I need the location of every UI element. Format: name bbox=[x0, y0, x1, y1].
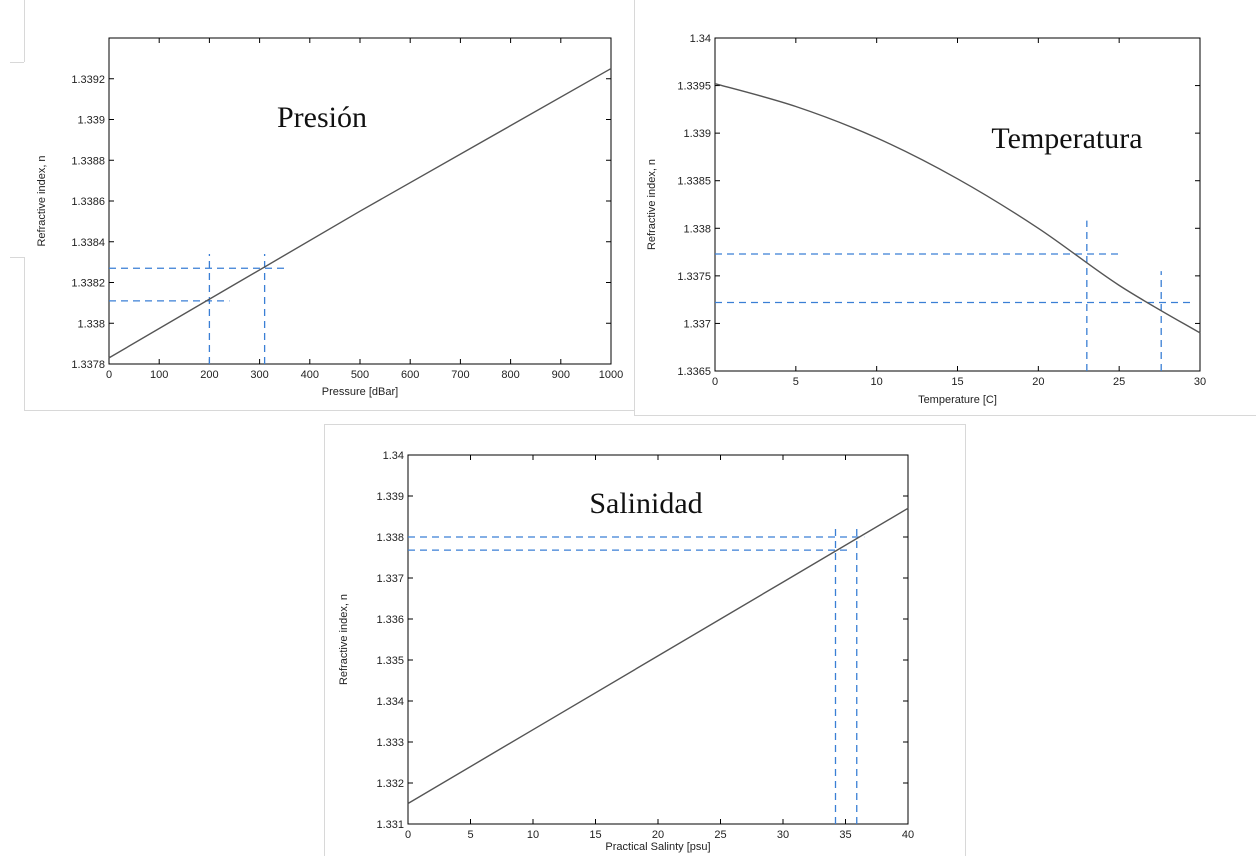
chart2-xtick-label: 40 bbox=[902, 829, 914, 841]
chart2-ytick-label: 1.332 bbox=[376, 778, 404, 790]
chart1-series-line bbox=[714, 82, 1201, 334]
chart0-xtick-label: 0 bbox=[106, 369, 112, 381]
chart1-ytick-label: 1.34 bbox=[690, 33, 711, 45]
chart2-ytick-label: 1.338 bbox=[376, 532, 404, 544]
chart2-xtick-label: 5 bbox=[467, 829, 473, 841]
chart0-ytick-label: 1.3386 bbox=[71, 196, 105, 208]
frame-fragment bbox=[24, 257, 25, 411]
chart0-xtick-label: 800 bbox=[501, 369, 519, 381]
frame-fragment bbox=[324, 424, 966, 425]
chart1-annotation: Temperatura bbox=[991, 122, 1142, 155]
chart1-ytick-label: 1.3375 bbox=[677, 271, 711, 283]
chart2-ytick-label: 1.331 bbox=[376, 819, 404, 831]
chart2-xtick-label: 25 bbox=[714, 829, 726, 841]
chart2-xlabel: Practical Salinty [psu] bbox=[605, 841, 710, 853]
chart1-ytick-label: 1.339 bbox=[683, 128, 711, 140]
chart0-ytick-label: 1.3384 bbox=[71, 237, 105, 249]
chart0-xtick-label: 400 bbox=[301, 369, 319, 381]
chart0-xlabel: Pressure [dBar] bbox=[322, 386, 398, 398]
chart1-ytick-label: 1.3385 bbox=[677, 176, 711, 188]
temperature-chart-panel: 0 5 10 15 20 25 30 1.3365 1.337 1.3375 1.338 1.3385… bbox=[635, 0, 1256, 415]
chart0-xtick-label: 500 bbox=[351, 369, 369, 381]
chart0-ylabel: Refractive index, n bbox=[36, 155, 48, 246]
chart0-series-line bbox=[108, 67, 612, 359]
chart0-xtick-label: 600 bbox=[401, 369, 419, 381]
chart2-ytick-label: 1.335 bbox=[376, 655, 404, 667]
pressure-chart: 0 100 200 300 400 500 600 700 800 900 1000 1.3378 1.… bbox=[36, 37, 623, 398]
chart2-ytick-label: 1.336 bbox=[376, 614, 404, 626]
frame-fragment bbox=[10, 257, 24, 258]
chart1-ytick-label: 1.337 bbox=[683, 318, 711, 330]
chart2-xtick-label: 15 bbox=[589, 829, 601, 841]
chart0-ytick-label: 1.338 bbox=[77, 318, 105, 330]
chart1-ytick-label: 1.3365 bbox=[677, 366, 711, 378]
salinity-chart-panel: 0 5 10 15 20 25 30 35 40 1.331 1.332 1.333 1.334 1.33… bbox=[325, 425, 965, 856]
chart0-annotation: Presión bbox=[277, 101, 367, 134]
chart0-ytick-label: 1.3378 bbox=[71, 359, 105, 371]
frame-fragment bbox=[24, 0, 25, 62]
chart1-xlabel: Temperature [C] bbox=[918, 394, 997, 406]
temperature-chart: 0 5 10 15 20 25 30 1.3365 1.337 1.3375 1.338 1.3385… bbox=[646, 33, 1206, 406]
chart2-ylabel: Refractive index, n bbox=[338, 594, 350, 685]
chart0-ytick-label: 1.3392 bbox=[71, 74, 105, 86]
chart2-ytick-label: 1.34 bbox=[383, 450, 404, 462]
frame-fragment bbox=[634, 0, 635, 416]
chart2-annotation: Salinidad bbox=[589, 487, 702, 520]
chart2-xtick-label: 30 bbox=[777, 829, 789, 841]
chart1-ytick-label: 1.338 bbox=[683, 223, 711, 235]
frame-fragment bbox=[324, 424, 325, 856]
chart1-xtick-label: 25 bbox=[1113, 376, 1125, 388]
chart2-xtick-label: 35 bbox=[839, 829, 851, 841]
chart2-xtick-label: 10 bbox=[527, 829, 539, 841]
chart0-xtick-label: 900 bbox=[552, 369, 570, 381]
chart2-plot-area bbox=[407, 454, 909, 825]
chart1-xtick-label: 15 bbox=[951, 376, 963, 388]
chart0-ytick-label: 1.339 bbox=[77, 115, 105, 127]
chart2-ytick-label: 1.334 bbox=[376, 696, 404, 708]
pressure-chart-panel: 0 100 200 300 400 500 600 700 800 900 1000 1.3378 1.… bbox=[25, 0, 634, 410]
chart2-xtick-label: 20 bbox=[652, 829, 664, 841]
chart2-ytick-label: 1.337 bbox=[376, 573, 404, 585]
frame-fragment bbox=[965, 424, 966, 856]
chart1-xtick-label: 30 bbox=[1194, 376, 1206, 388]
chart0-xtick-label: 700 bbox=[451, 369, 469, 381]
chart1-xtick-label: 0 bbox=[712, 376, 718, 388]
salinity-chart: 0 5 10 15 20 25 30 35 40 1.331 1.332 1.333 1.334 1.33… bbox=[338, 450, 914, 853]
chart0-plot-area bbox=[108, 37, 612, 365]
chart2-ytick-label: 1.339 bbox=[376, 491, 404, 503]
chart0-ytick-label: 1.3388 bbox=[71, 155, 105, 167]
chart2-xtick-label: 0 bbox=[405, 829, 411, 841]
chart1-xtick-label: 5 bbox=[793, 376, 799, 388]
chart0-xtick-label: 1000 bbox=[599, 369, 623, 381]
chart1-ytick-label: 1.3395 bbox=[677, 81, 711, 93]
chart0-ytick-label: 1.3382 bbox=[71, 278, 105, 290]
chart1-xtick-label: 20 bbox=[1032, 376, 1044, 388]
chart2-series-line bbox=[407, 507, 909, 805]
frame-fragment bbox=[634, 415, 1256, 416]
chart0-xtick-label: 100 bbox=[150, 369, 168, 381]
frame-fragment bbox=[10, 62, 24, 63]
chart2-ytick-label: 1.333 bbox=[376, 737, 404, 749]
chart1-ylabel: Refractive index, n bbox=[646, 159, 658, 250]
chart0-xtick-label: 200 bbox=[200, 369, 218, 381]
frame-fragment bbox=[24, 410, 634, 411]
chart1-xtick-label: 10 bbox=[871, 376, 883, 388]
chart1-plot-area bbox=[714, 37, 1201, 372]
chart0-xtick-label: 300 bbox=[250, 369, 268, 381]
